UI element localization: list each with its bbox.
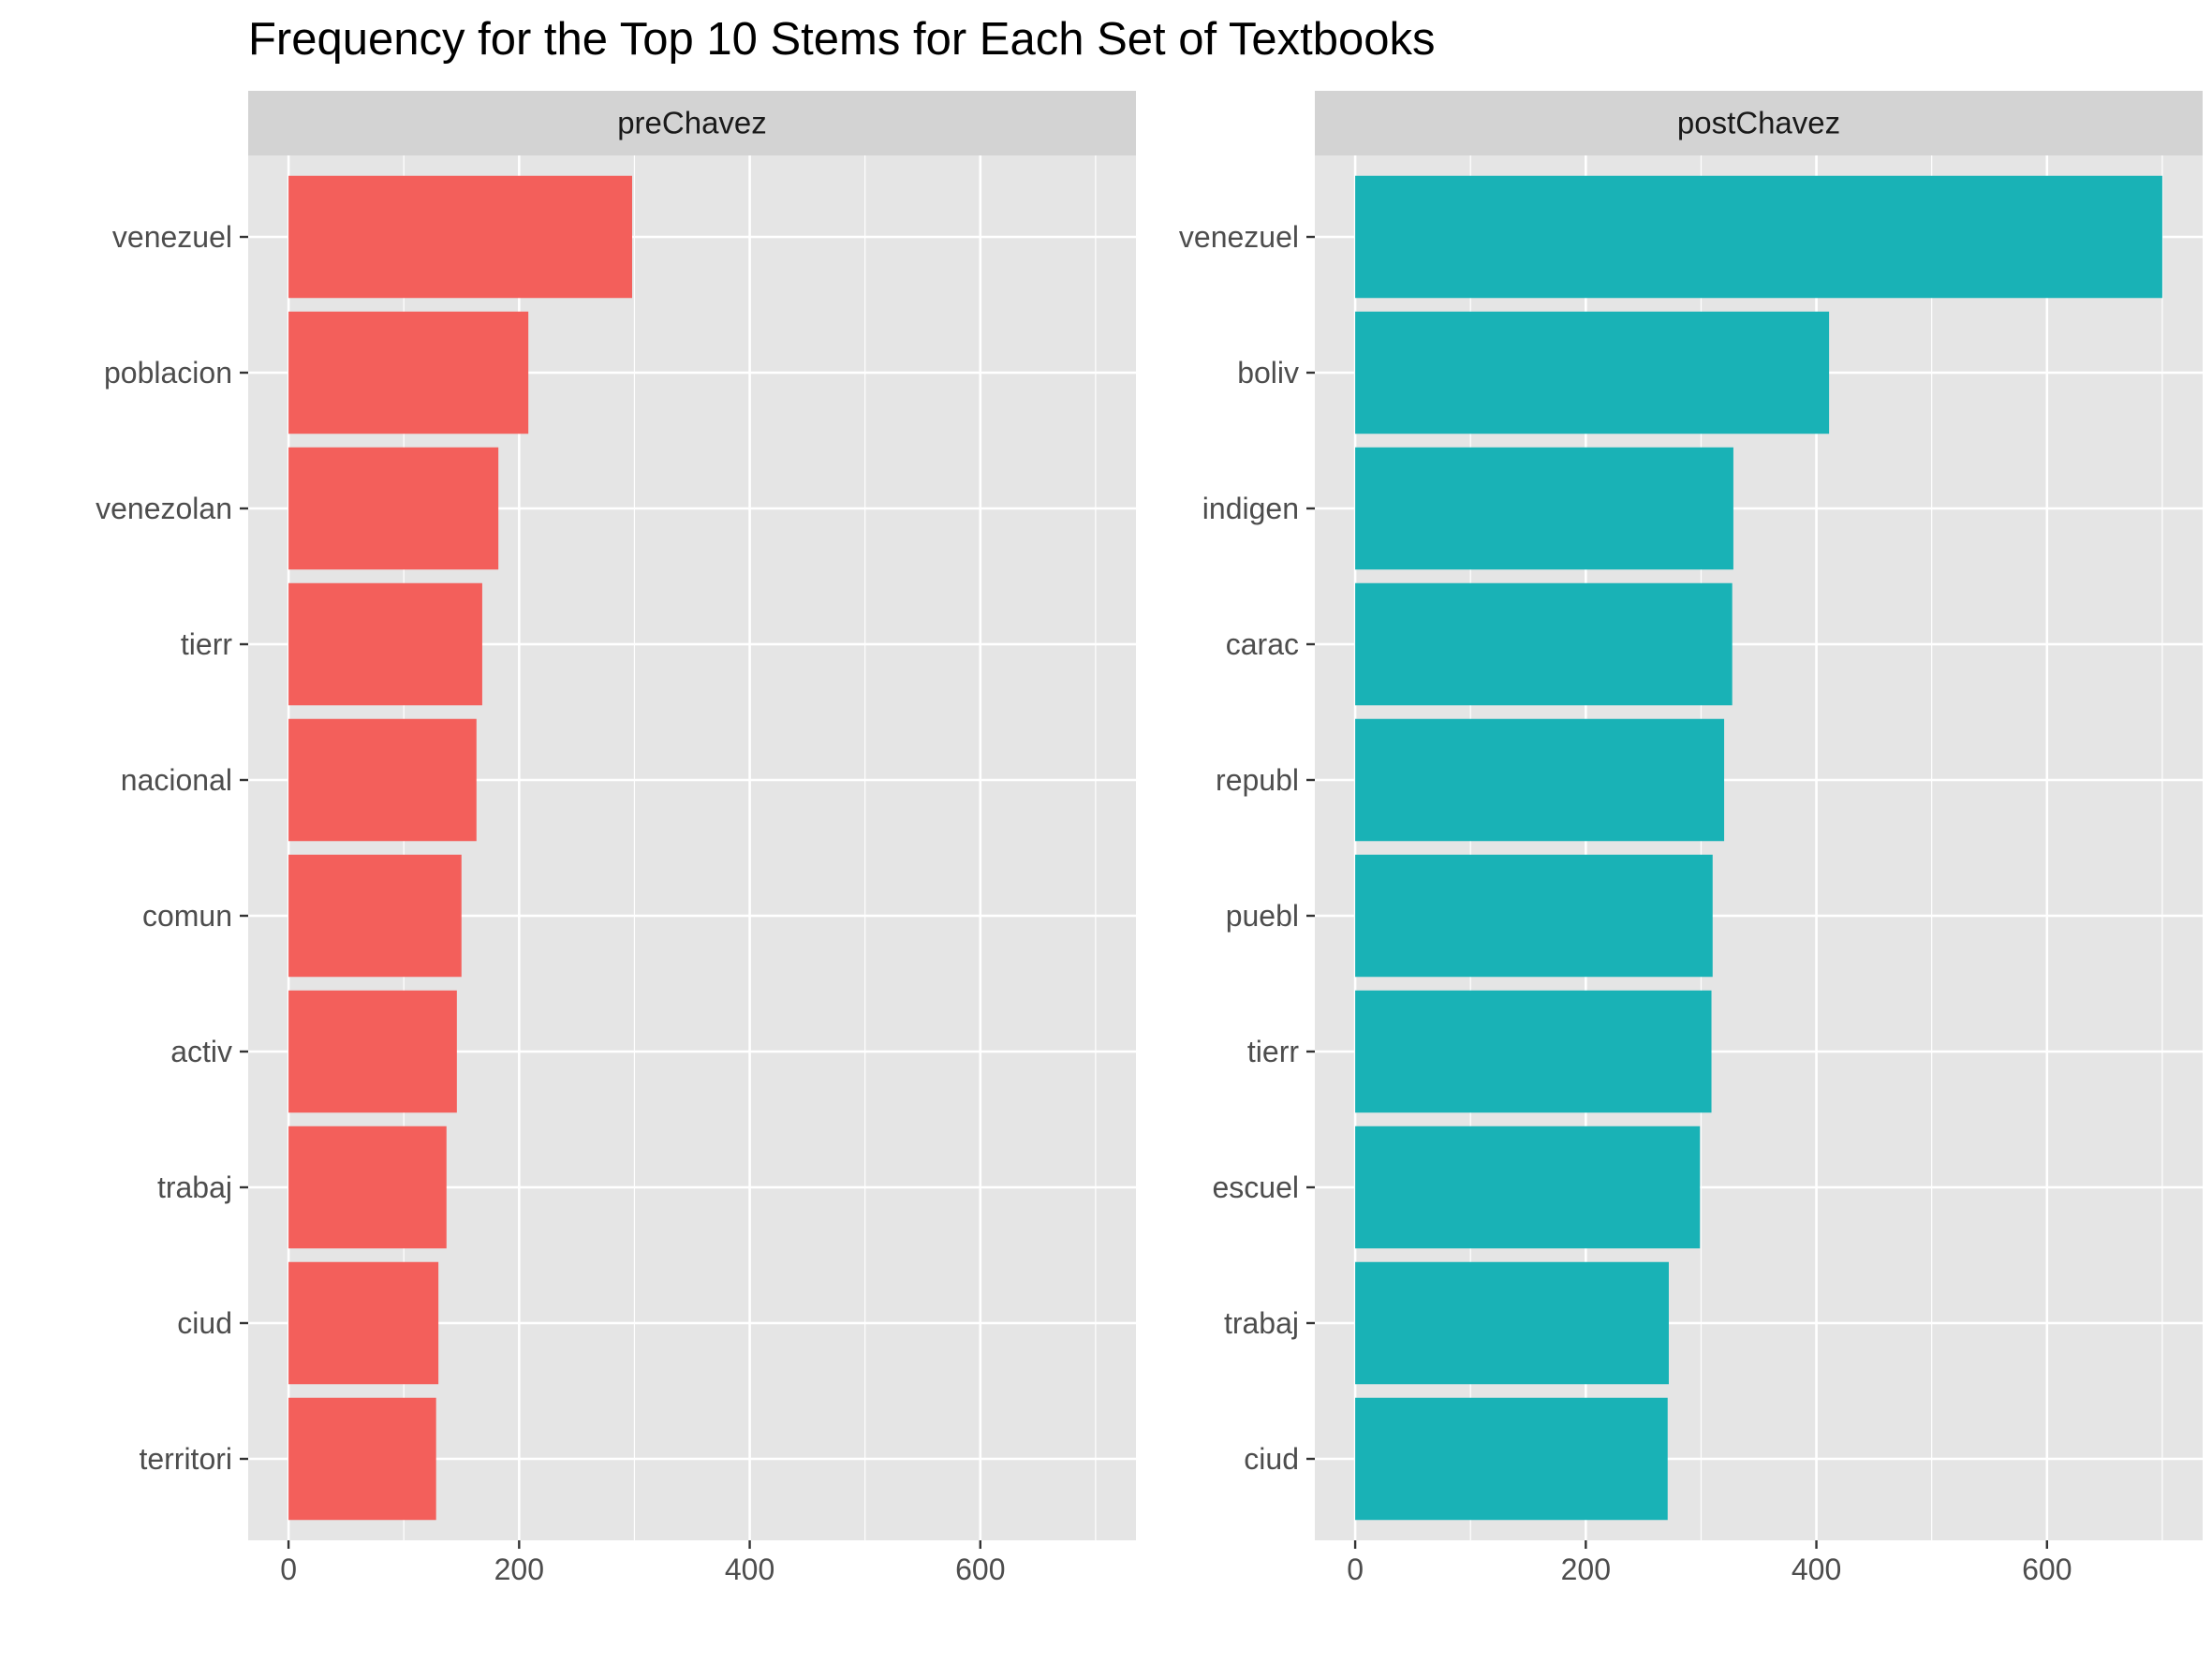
bar-boliv: [1355, 311, 1830, 434]
y-tick-label: escuel: [1213, 1170, 1300, 1204]
y-tick-label: boliv: [1237, 356, 1299, 390]
bar-venezuel: [1355, 175, 2162, 299]
y-tick-label: trabaj: [157, 1170, 232, 1204]
x-tick-label: 400: [1792, 1553, 1841, 1586]
bar-republ: [1355, 718, 1725, 842]
x-tick-label: 200: [494, 1553, 544, 1586]
bar-trabaj: [288, 1126, 447, 1249]
y-tick-label: ciud: [177, 1306, 232, 1340]
y-tick-label: puebl: [1226, 899, 1299, 933]
strip-background: [1315, 91, 2203, 155]
strip-label: preChavez: [617, 106, 767, 140]
y-tick-label: tierr: [181, 627, 232, 661]
chart-title: Frequency for the Top 10 Stems for Each …: [248, 14, 1435, 65]
y-tick-label: tierr: [1247, 1035, 1299, 1068]
strip-label: postChavez: [1677, 106, 1840, 140]
bar-tierr: [288, 582, 482, 706]
bar-territori: [288, 1397, 436, 1521]
strip-background: [248, 91, 1136, 155]
bar-escuel: [1355, 1126, 1701, 1249]
bar-trabaj: [1355, 1261, 1669, 1385]
y-tick-label: trabaj: [1224, 1306, 1299, 1340]
y-tick-label: activ: [170, 1035, 232, 1068]
y-tick-label: carac: [1226, 627, 1299, 661]
bar-activ: [288, 990, 457, 1113]
y-tick-label: nacional: [121, 763, 232, 797]
bar-venezolan: [288, 447, 499, 570]
bar-indigen: [1355, 447, 1733, 570]
x-tick-label: 0: [280, 1553, 297, 1586]
y-tick-label: poblacion: [104, 356, 232, 390]
bar-ciud: [1355, 1397, 1668, 1521]
y-tick-label: venezuel: [112, 220, 232, 254]
y-tick-label: territori: [139, 1442, 232, 1476]
bar-poblacion: [288, 311, 529, 434]
bar-tierr: [1355, 990, 1712, 1113]
panel-postChavez: postChavez venezuel boliv indigen carac repub…: [1179, 91, 2203, 1586]
bar-carac: [1355, 582, 1733, 706]
y-tick-label: ciud: [1244, 1442, 1299, 1476]
x-tick-label: 400: [725, 1553, 774, 1586]
x-tick-label: 200: [1561, 1553, 1611, 1586]
x-tick-label: 600: [2022, 1553, 2072, 1586]
y-tick-label: venezuel: [1179, 220, 1299, 254]
bar-venezuel: [288, 175, 632, 299]
y-tick-label: venezolan: [96, 492, 232, 525]
bar-nacional: [288, 718, 477, 842]
x-tick-label: 0: [1347, 1553, 1364, 1586]
panels-layer: preChavez venezuel poblacion venezolan tierr…: [96, 91, 2203, 1586]
y-tick-label: indigen: [1202, 492, 1299, 525]
bar-puebl: [1355, 854, 1713, 978]
y-tick-label: comun: [142, 899, 232, 933]
x-tick-label: 600: [955, 1553, 1005, 1586]
bar-ciud: [288, 1261, 439, 1385]
bar-comun: [288, 854, 462, 978]
panel-preChavez: preChavez venezuel poblacion venezolan tierr…: [96, 91, 1136, 1586]
y-tick-label: republ: [1216, 763, 1299, 797]
